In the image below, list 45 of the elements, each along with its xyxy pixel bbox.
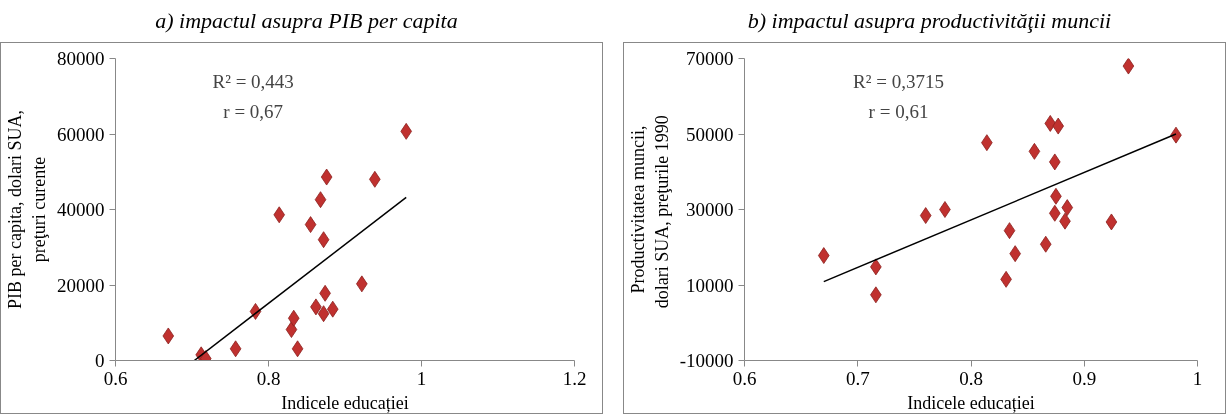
x-tick-label: 0.9 xyxy=(1072,367,1097,389)
point xyxy=(320,168,333,186)
y-tick-label: 40000 xyxy=(57,199,105,220)
x-tick-label: 0.8 xyxy=(256,367,281,389)
y-tick-label: 60000 xyxy=(57,123,105,145)
point xyxy=(1105,213,1118,231)
y-tick-label: 70000 xyxy=(686,48,734,69)
x-tick-label: 1 xyxy=(416,367,427,389)
y-tick-label: 0 xyxy=(95,350,105,371)
point xyxy=(317,305,330,323)
chart-title: b) impactul asupra productivităţii muncii xyxy=(747,7,1112,35)
point xyxy=(818,247,830,264)
x-tick-label: 0.6 xyxy=(103,367,128,389)
y-axis-title: Productivitatea muncii, dolari SUA, preţurile 1990 xyxy=(627,115,672,309)
point xyxy=(317,231,330,249)
y-tick-label: 50000 xyxy=(686,123,734,145)
y-tick-label: 80000 xyxy=(57,48,105,69)
annotation: R² = 0,443 xyxy=(212,70,294,92)
point xyxy=(1028,142,1041,160)
chart-title: a) impactul asupra PIB per capita xyxy=(155,7,458,35)
y-tick-label: 30000 xyxy=(686,199,734,220)
y-axis-title: PIB per capita, dolari SUA, preţuri curente xyxy=(5,110,49,309)
point xyxy=(1122,58,1135,75)
x-tick-label: 0.8 xyxy=(959,367,983,389)
x-tick-label: 0.7 xyxy=(845,367,870,389)
y-tick-label: -10000 xyxy=(679,350,734,371)
annotation: r = 0,67 xyxy=(223,100,284,122)
annotation: R² = 0,3715 xyxy=(853,70,944,92)
x-axis-title: Indicele educației xyxy=(907,392,1035,413)
y-tick-label: 10000 xyxy=(686,274,734,296)
x-tick-label: 1 xyxy=(1192,367,1203,389)
point xyxy=(1003,222,1016,240)
point xyxy=(939,201,951,218)
y-tick-label: 20000 xyxy=(57,274,105,296)
point xyxy=(285,321,298,338)
point xyxy=(304,216,317,233)
x-tick-label: 1.2 xyxy=(562,367,587,389)
annotation: r = 0,61 xyxy=(868,100,929,122)
x-tick-label: 0.6 xyxy=(732,367,757,389)
point xyxy=(162,327,175,345)
x-axis-title: Indicele educației xyxy=(281,392,409,413)
point xyxy=(291,340,304,358)
point xyxy=(229,340,242,358)
point xyxy=(919,207,932,224)
point xyxy=(314,191,327,209)
